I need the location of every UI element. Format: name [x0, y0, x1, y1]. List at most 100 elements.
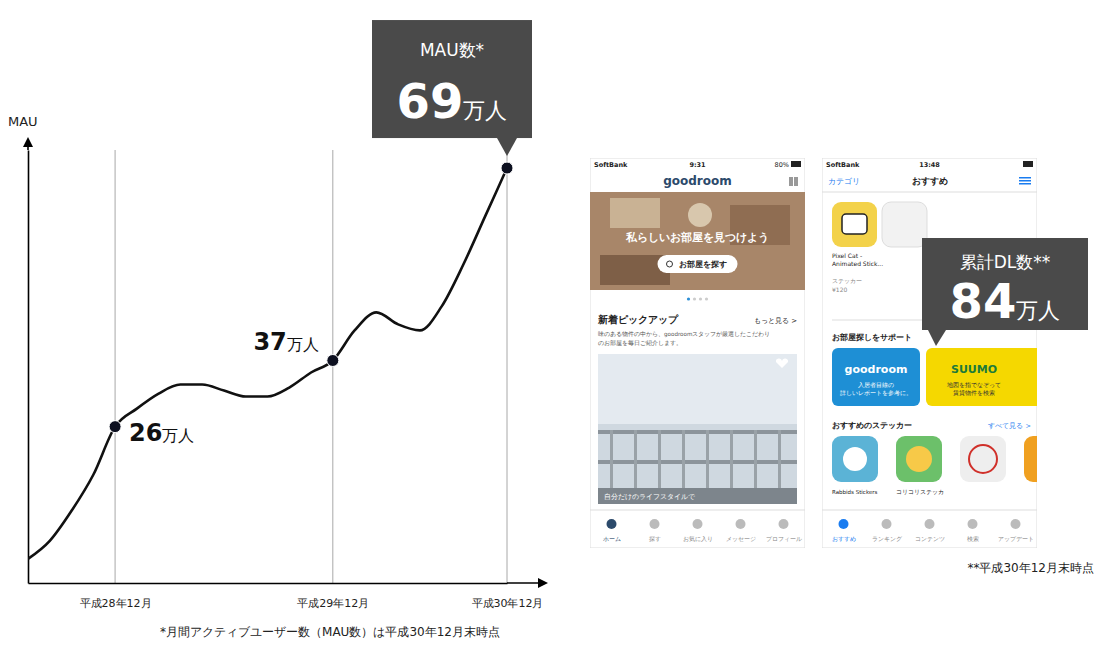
x-axis-arrow-line: [507, 582, 540, 584]
x-tick: 平成28年12月: [80, 583, 152, 610]
tile-caption: 賃貸物件を検索: [953, 389, 995, 397]
photo-railing: [598, 460, 797, 464]
tab-label: メッセージ: [726, 536, 756, 542]
menu-icon: [794, 177, 798, 186]
x-tick: 平成30年12月: [472, 583, 544, 610]
tile-title: goodroom: [845, 363, 908, 376]
callout-title: MAU数*: [420, 40, 484, 60]
photo-railing: [634, 430, 637, 490]
grid-line: [507, 150, 508, 583]
section-title: おすすめのステッカー: [832, 421, 912, 430]
x-tick-label: 平成28年12月: [80, 597, 152, 610]
x-tick-label: 平成30年12月: [472, 597, 544, 610]
plot-marks: [28, 162, 513, 559]
tab-icon: [882, 519, 892, 529]
tab-icon: [736, 519, 746, 529]
y-axis-line: [28, 151, 30, 584]
description: 味のある物件の中から、goodroomスタッフが厳選したこだわり: [598, 330, 770, 338]
page-dot: [705, 297, 708, 300]
dl-callout: 累計DL数**84万人: [922, 238, 1088, 346]
grid-line: [115, 150, 116, 583]
tab-separator: [590, 510, 805, 511]
sticker-icon-decor: [969, 445, 997, 473]
photo-railing: [610, 430, 613, 490]
tab-label: おすすめ: [832, 536, 856, 543]
photo-sky: [598, 354, 797, 424]
list-icon: [1019, 177, 1031, 179]
photo-railing: [754, 430, 757, 490]
heart-icon: [776, 358, 788, 368]
tab-icon: [693, 519, 703, 529]
footnote: *月間アクティブユーザー数（MAU数）は平成30年12月末時点: [160, 625, 500, 639]
photo-railing: [682, 430, 685, 490]
sticker-icon: [896, 436, 942, 482]
sticker-name: Rabbids Stickers: [832, 489, 878, 495]
screen-title: おすすめ: [912, 176, 948, 186]
tab-icon: [968, 519, 978, 529]
data-label: 26万人: [129, 419, 194, 447]
tile-caption: 入居者目線の: [858, 382, 894, 388]
data-label: 69万人: [397, 73, 508, 129]
tile-caption: 地図を指でなぞって: [946, 382, 1001, 389]
menu-icon: [789, 177, 793, 186]
tab-label: コンテンツ: [915, 536, 945, 542]
x-axis-arrow: [538, 578, 548, 588]
sticker-icon-decor: [906, 446, 932, 472]
section-title: 新着ピックアップ: [597, 314, 679, 325]
photo-railing: [658, 430, 661, 490]
callout-box: [922, 238, 1088, 330]
x-axis-line: [29, 583, 508, 585]
tab-label: ランキング: [872, 536, 903, 542]
tab-icon: [779, 519, 789, 529]
list-icon: [1019, 183, 1031, 185]
sticker-name: Animated Stick...: [832, 260, 883, 267]
photo-railing: [730, 430, 733, 490]
screen-background: [590, 158, 805, 548]
status-carrier: SoftBank: [594, 161, 628, 169]
callout-pointer: [928, 330, 946, 346]
canvas: 平成28年12月平成29年12月平成30年12月MAU26万人37万人MAU数*…: [0, 0, 1099, 645]
tab-label: アップデート: [998, 535, 1034, 542]
tab-icon: [650, 519, 660, 529]
sticker-icon: [1024, 436, 1037, 482]
page-dot: [699, 297, 702, 300]
tab-icon: [839, 519, 849, 529]
x-axis: 平成28年12月平成29年12月平成30年12月: [29, 583, 544, 610]
tab-icon: [607, 519, 617, 529]
grid: [115, 150, 507, 583]
hero-decor: [610, 198, 660, 228]
sticker-icon: [832, 436, 878, 482]
y-axis-arrow: [23, 137, 33, 147]
sticker-icon-face: [842, 214, 867, 234]
app-screenshot-store: SoftBank13:48カテゴリおすすめPixel Cat -Animated…: [822, 158, 1037, 548]
list-icon: [1019, 180, 1031, 182]
photo-caption-ground: [598, 488, 797, 504]
search-icon: [667, 261, 673, 267]
data-label: 37万人: [253, 328, 318, 356]
photo-railing: [778, 430, 781, 490]
more-link: もっと見る >: [754, 317, 797, 325]
hero-text: 私らしいお部屋を見つけよう: [625, 231, 769, 244]
back-link: カテゴリ: [828, 177, 860, 186]
app-tile: [926, 348, 1037, 406]
status-carrier: SoftBank: [826, 161, 860, 169]
app-tile: [832, 348, 920, 406]
line-chart: 平成28年12月平成29年12月平成30年12月MAU26万人37万人MAU数*…: [8, 20, 548, 639]
nav-separator: [822, 192, 1037, 193]
search-button-label: お部屋を探す: [679, 260, 727, 269]
tab-label: 検索: [967, 536, 979, 542]
callout-title: 累計DL数**: [960, 252, 1051, 272]
tile-title: SUUMO: [951, 363, 997, 376]
sticker-category: ステッカー: [832, 277, 862, 284]
tab-label: ホーム: [603, 536, 621, 542]
page: 平成28年12月平成29年12月平成30年12月MAU26万人37万人MAU数*…: [0, 0, 1099, 645]
point-marker: [109, 421, 121, 433]
callout-value: 84万人: [950, 273, 1061, 329]
callout-box: [372, 20, 532, 138]
search-button: [658, 255, 738, 273]
sticker-icon: [832, 202, 877, 247]
tab-label: お気に入り: [683, 536, 713, 542]
sticker-name: Pixel Cat -: [832, 252, 862, 259]
tile-caption: 詳しいレポートを参考に。: [840, 390, 912, 396]
page-dot: [687, 297, 690, 300]
